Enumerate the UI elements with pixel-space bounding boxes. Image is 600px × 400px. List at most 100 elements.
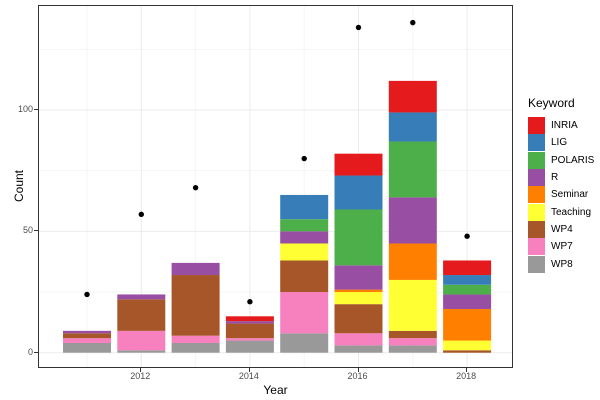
bar-segment-WP8-2014 [225,340,274,353]
scatter-dot-2011 [84,291,90,298]
bar-segment-R-2018 [443,294,492,310]
bar-segment-WP7-2017 [388,338,437,346]
bar-segment-POLARIS-2016 [334,209,383,266]
legend-item-label: R [551,172,559,184]
y-tick-mark-100 [34,109,38,110]
legend-item-LIG: LIG [528,134,598,152]
bar-segment-WP8-2011 [63,342,111,353]
legend-item-Seminar: Seminar [528,186,598,204]
legend-item-INRIA: INRIA [528,117,598,135]
legend: Keyword INRIA LIG POLARIS R Seminar Teaching W… [528,96,598,273]
bar-segment-POLARIS-2017 [388,141,437,198]
x-tick-label-2018: 2018 [456,371,477,381]
bar-segment-Teaching-2018 [443,340,492,351]
scatter-dot-2016 [355,24,362,31]
bar-segment-Seminar-2016 [334,289,383,293]
bar-segment-WP7-2016 [334,333,383,346]
bar-segment-WP8-2016 [334,345,383,353]
bar-segment-Seminar-2018 [443,309,492,341]
bar-segment-R-2016 [334,265,383,290]
legend-swatch-Teaching [528,203,545,221]
x-tick-mark-2012 [140,368,142,372]
bar-segment-WP4-2016 [334,304,383,334]
bar-segment-Teaching-2016 [334,292,383,305]
x-tick-label-2014: 2014 [238,371,259,381]
bar-segment-WP4-2018 [443,350,492,353]
bar-segment-LIG-2018 [443,275,492,285]
bar-segment-WP8-2012 [117,350,166,353]
bar-segment-WP4-2011 [63,333,111,339]
x-axis-title: Year [263,383,288,397]
scatter-dot-2015 [301,155,307,162]
plot-panel [38,5,513,368]
y-tick-mark-50 [34,230,38,232]
legend-swatch-R [528,169,545,187]
bar-segment-WP4-2013 [171,275,220,336]
legend-item-WP7: WP7 [528,238,598,256]
legend-swatch-WP7 [528,238,545,256]
y-axis-title-text: Count [12,169,26,203]
bar-segment-R-2011 [63,330,111,334]
legend-title: Keyword [528,96,575,110]
bar-segment-INRIA-2018 [443,260,492,276]
y-tick-label-0: 0 [27,346,33,357]
legend-item-label: Seminar [551,189,589,201]
legend-item-label: Teaching [551,206,592,218]
legend-swatch-Seminar [528,186,545,204]
bar-segment-R-2017 [388,197,437,244]
legend-swatch-WP8 [528,255,545,273]
bar-segment-POLARIS-2018 [443,284,492,295]
bar-segment-WP8-2013 [171,342,220,353]
bar-segment-WP4-2014 [225,323,274,339]
bar-segment-LIG-2015 [280,194,329,220]
legend-item-WP8: WP8 [528,255,598,273]
bar-segment-WP4-2012 [117,299,166,331]
x-tick-label-2012: 2012 [130,371,151,381]
legend-item-label: WP7 [551,241,573,253]
bar-segment-WP7-2012 [117,330,166,351]
legend-item-POLARIS: POLARIS [528,151,598,169]
scatter-dot-2012 [138,211,144,218]
bar-segment-WP7-2015 [280,292,329,334]
bar-segment-Teaching-2015 [280,243,329,261]
bar-segment-POLARIS-2015 [280,219,329,232]
bar-segment-R-2014 [225,321,274,324]
bar-segment-INRIA-2017 [388,80,437,113]
scatter-dot-2013 [192,184,199,191]
x-tick-label-2016: 2016 [347,371,368,381]
x-tick-mark-2018 [466,368,468,372]
bar-segment-Teaching-2017 [388,279,437,331]
legend-item-label: INRIA [551,120,578,132]
bar-segment-WP7-2013 [171,335,220,343]
bar-segment-INRIA-2016 [334,153,383,176]
bar-segment-WP4-2015 [280,260,329,293]
legend-item-label: WP8 [551,258,573,270]
legend-item-label: POLARIS [551,154,595,166]
x-tick-mark-2014 [248,368,250,372]
bar-segment-WP8-2017 [388,345,437,353]
legend-item-Teaching: Teaching [528,203,598,221]
y-tick-label-50: 50 [22,225,33,236]
legend-item-label: LIG [551,137,568,149]
bar-segment-WP8-2015 [280,333,329,353]
scatter-dot-2017 [410,19,416,26]
bar-segment-LIG-2017 [388,112,437,142]
legend-item-WP4: WP4 [528,220,598,238]
bar-segment-LIG-2016 [334,175,383,210]
bar-segment-Seminar-2017 [388,243,437,280]
bar-segment-INRIA-2014 [225,316,274,322]
bar-segment-WP7-2014 [225,338,274,341]
bar-segment-R-2012 [117,294,166,300]
scatter-dot-2014 [247,299,253,305]
bar-segment-R-2015 [280,231,329,244]
scatter-dot-2018 [464,233,470,239]
legend-swatch-LIG [528,134,545,152]
y-tick-label-100: 100 [17,104,33,114]
legend-items: INRIA LIG POLARIS R Seminar Teaching WP4 WP7 WP8 [528,117,598,273]
legend-swatch-INRIA [528,117,545,135]
y-tick-mark-0 [34,351,38,353]
x-tick-mark-2016 [357,368,359,372]
chart-canvas [39,6,512,367]
bar-segment-WP4-2017 [388,330,437,339]
